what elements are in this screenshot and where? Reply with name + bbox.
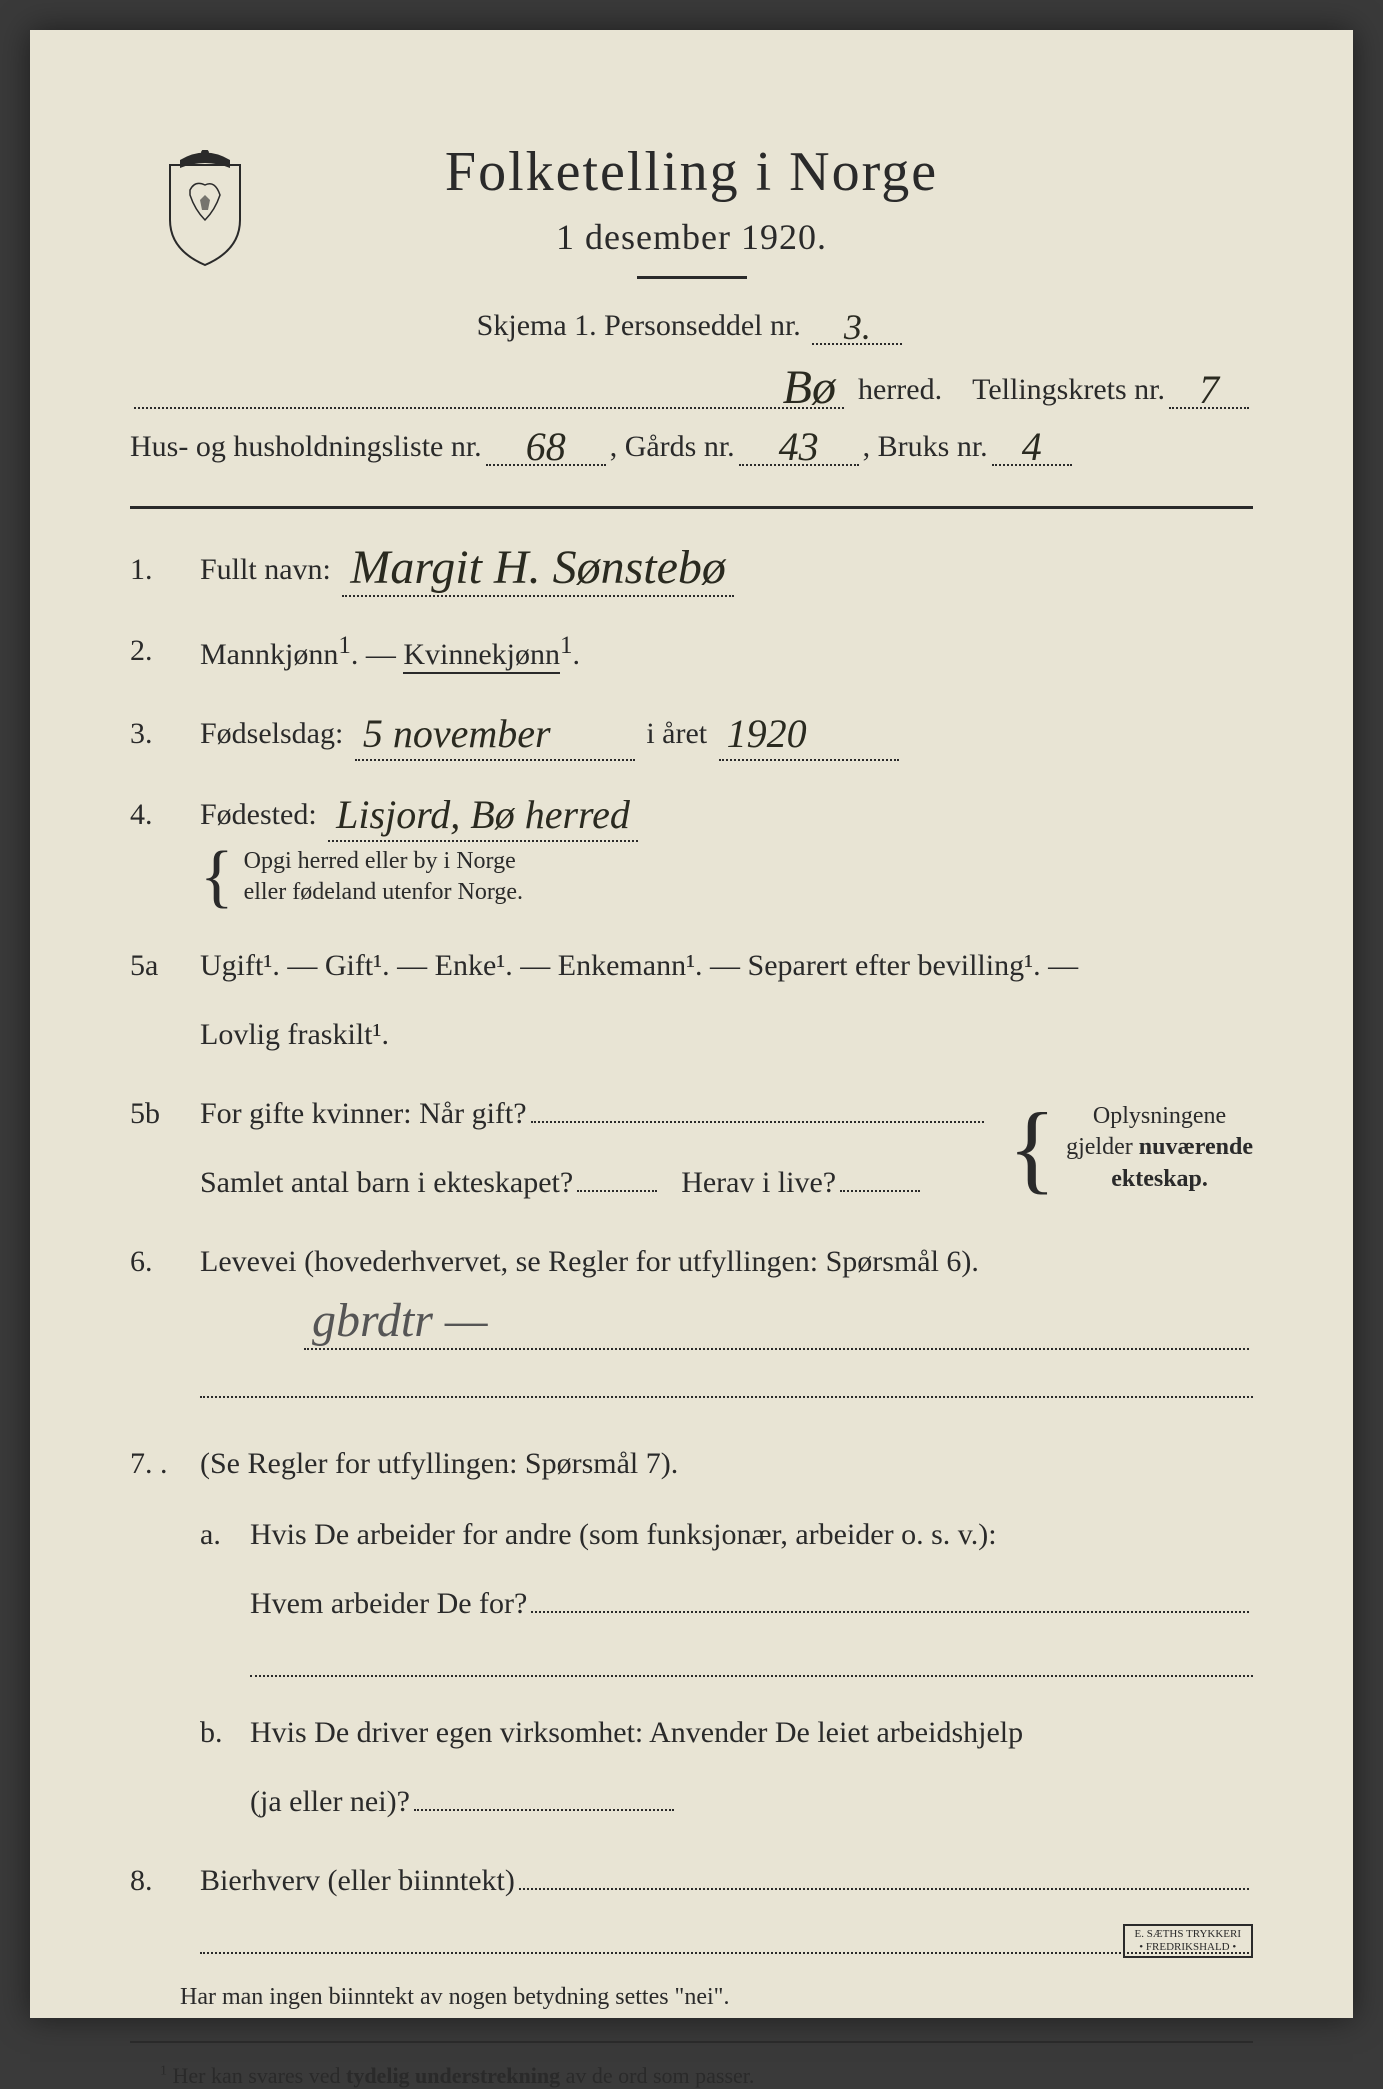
q7b-l1: Hvis De driver egen virksomhet: Anvender… [250,1707,1253,1758]
q3-mid: i året [646,717,707,750]
crest-svg [160,150,250,270]
brace-icon: { [1008,1098,1056,1198]
q4-note-l2: eller fødeland utenfor Norge. [244,877,523,908]
question-8: 8. Bierhverv (eller biinntekt) [130,1855,1253,1954]
footnote-sup: 1 [160,2064,167,2079]
q7b: b. Hvis De driver egen virksomhet: Anven… [200,1707,1253,1827]
stamp-l2: • FREDRIKSHALD • [1135,1941,1241,1954]
q7-label: (Se Regler for utfyllingen: Spørsmål 7). [200,1438,1253,1489]
q4-label: Fødested: [200,798,317,831]
q5a-num: 5a [130,940,200,1060]
q7a-l1: Hvis De arbeider for andre (som funksjon… [250,1509,1253,1560]
header: Folketelling i Norge 1 desember 1920. Sk… [130,140,1253,466]
q7b-l2: (ja eller nei)? [250,1776,410,1827]
q3-year-value: 1920 [719,711,815,756]
husliste-label: Hus- og husholdningsliste nr. [130,430,482,464]
q5b-note-l3: ekteskap. [1066,1164,1253,1195]
q7-num: 7. . [130,1438,200,1827]
page-subtitle: 1 desember 1920. [130,216,1253,258]
q2-sup2: 1 [560,632,573,659]
q7a-letter: a. [200,1509,250,1677]
q8-label: Bierhverv (eller biinntekt) [200,1855,515,1906]
q7a-blank-line [250,1649,1253,1677]
meta-herred-row: Bø herred. Tellingskrets nr. 7 [130,365,1253,409]
personseddel-value: 3. [836,307,879,347]
q7a-l2: Hvem arbeider De for? [250,1578,527,1629]
tellingskrets-label: Tellingskrets nr. [972,373,1165,407]
bruks-label: , Bruks nr. [863,430,988,464]
herred-label: herred. [858,373,942,407]
q6-blank-line [200,1370,1253,1398]
q5b-l1a: For gifte kvinner: Når gift? [200,1088,527,1139]
q5b-note-l2: gjelder nuværende [1066,1132,1253,1163]
printer-stamp: E. SÆTHS TRYKKERI • FREDRIKSHALD • [1123,1924,1253,1958]
q4-note-l1: Opgi herred eller by i Norge [244,846,523,877]
q5b-l2a: Samlet antal barn i ekteskapet? [200,1157,573,1208]
q6-value: gbrdtr — [304,1294,496,1347]
q1-value: Margit H. Sønstebø [342,541,734,594]
q4-note-group: { Opgi herred eller by i Norge eller fød… [200,842,1253,912]
q8-blank-line [200,1926,1253,1954]
q5a-opts2: Lovlig fraskilt¹. [200,1009,1253,1060]
q5b-note-l1: Oplysningene [1066,1101,1253,1132]
husliste-value: 68 [518,424,574,469]
bruks-value: 4 [1014,424,1050,469]
q8-num: 8. [130,1855,200,1954]
q5b-num: 5b [130,1088,200,1208]
q2-mann: Mannkjønn [200,638,338,671]
footnote: 1 Her kan svares ved tydelig understrekn… [130,2063,1253,2089]
question-5b: 5b For gifte kvinner: Når gift? Samlet a… [130,1088,1253,1208]
skjema-label: Skjema 1. Personseddel nr. [477,309,801,342]
q6-num: 6. [130,1236,200,1398]
footer-text: Har man ingen biinntekt av nogen betydni… [130,1984,1253,2011]
footnote-bold: tydelig understrekning [346,2063,560,2088]
stamp-l1: E. SÆTHS TRYKKERI [1135,1928,1241,1941]
question-5a: 5a Ugift¹. — Gift¹. — Enke¹. — Enkemann¹… [130,940,1253,1060]
question-1: 1. Fullt navn: Margit H. Sønstebø [130,544,1253,597]
q2-period2: . [572,638,580,671]
page-title: Folketelling i Norge [130,140,1253,204]
meta-husliste-row: Hus- og husholdningsliste nr. 68 , Gårds… [130,427,1253,466]
q1-num: 1. [130,544,200,597]
q2-kvinne: Kvinnekjønn [403,638,560,674]
census-form-page: Folketelling i Norge 1 desember 1920. Sk… [30,30,1353,2018]
coat-of-arms [160,150,250,270]
q6-label: Levevei (hovederhvervet, se Regler for u… [200,1236,1253,1287]
q1-label: Fullt navn: [200,553,331,586]
q7a: a. Hvis De arbeider for andre (som funks… [200,1509,1253,1677]
q2-num: 2. [130,625,200,680]
tellingskrets-value: 7 [1191,367,1227,412]
q2-dash: — [366,638,404,671]
q4-num: 4. [130,789,200,912]
question-7: 7. . (Se Regler for utfyllingen: Spørsmå… [130,1438,1253,1827]
footnote-after: av de ord som passer. [560,2063,754,2088]
question-2: 2. Mannkjønn1. — Kvinnekjønn1. [130,625,1253,680]
q5b-l2b: Herav i live? [681,1157,836,1208]
footer-rule [130,2041,1253,2043]
meta-skjema-line: Skjema 1. Personseddel nr. 3. [130,309,1253,345]
q3-day-value: 5 november [355,711,559,756]
q5a-opts: Ugift¹. — Gift¹. — Enke¹. — Enkemann¹. —… [200,940,1253,991]
title-rule [637,276,747,279]
q7b-letter: b. [200,1707,250,1827]
q3-num: 3. [130,708,200,761]
gards-value: 43 [771,424,827,469]
header-divider [130,506,1253,509]
gards-label: , Gårds nr. [610,430,735,464]
footnote-before: Her kan svares ved [173,2063,347,2088]
q3-label: Fødselsdag: [200,717,343,750]
q2-sup1: 1 [338,632,351,659]
q5b-note-group: { Oplysningene gjelder nuværende ekteska… [1008,1098,1253,1198]
herred-value: Bø [775,361,844,414]
question-3: 3. Fødselsdag: 5 november i året 1920 [130,708,1253,761]
question-6: 6. Levevei (hovederhvervet, se Regler fo… [130,1236,1253,1398]
brace-icon: { [200,842,234,912]
q4-value: Lisjord, Bø herred [328,792,638,837]
question-4: 4. Fødested: Lisjord, Bø herred { Opgi h… [130,789,1253,912]
q2-period1: . [351,638,359,671]
